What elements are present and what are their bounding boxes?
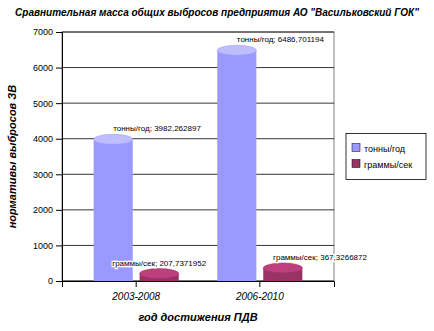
y-tick: 3000: [33, 170, 62, 180]
bar: [217, 50, 256, 281]
y-tick: 5000: [33, 99, 62, 109]
data-label: граммы/сек; 367,3266872: [273, 253, 367, 262]
y-tick-mark: [56, 210, 62, 211]
y-tick-label: 7000: [33, 27, 53, 37]
y-tick: 2000: [33, 205, 62, 215]
grid-line: [62, 103, 334, 104]
y-tick-mark: [56, 245, 62, 246]
y-tick-mark: [56, 32, 62, 33]
y-axis: 0 1000 2000 3000 4000 5000 6000 7000: [33, 27, 63, 286]
legend-swatch: [352, 160, 360, 168]
title: Сравнительная масса общих выбросов предп…: [15, 7, 419, 18]
x-axis: 2003-2008 2006-2010: [63, 281, 335, 302]
grid-line: [62, 67, 334, 68]
data-label: тонны/год; 3982,262897: [113, 124, 201, 133]
bars: [94, 45, 303, 281]
chart: 010002000300040005000600070002003-200820…: [0, 0, 434, 331]
y-axis-title: нормативы выбросов ЗВ: [6, 85, 18, 229]
y-tick-mark: [56, 103, 62, 104]
legend-label: тонны/год: [364, 144, 406, 154]
legend-box: [346, 134, 426, 180]
x-tick: 2006-2010: [235, 281, 284, 302]
y-tick: 7000: [33, 27, 62, 37]
bar-top: [263, 263, 302, 273]
y-tick: 4000: [33, 134, 62, 144]
x-tick: 2003-2008: [111, 281, 160, 302]
legend-label: граммы/сек: [364, 160, 412, 170]
y-tick-label: 2000: [33, 205, 53, 215]
x-tick-mark: [136, 281, 137, 287]
bar-top: [140, 269, 179, 279]
y-tick-label: 1000: [33, 241, 53, 251]
x-tick-label: 2006-2010: [235, 291, 284, 302]
data-label: граммы/сек; 207,7371952: [112, 259, 206, 268]
grid-line: [62, 32, 334, 33]
y-tick-label: 3000: [33, 170, 53, 180]
y-tick-mark: [56, 68, 62, 69]
bar-top: [94, 134, 133, 144]
y-tick-mark: [56, 139, 62, 140]
y-tick-mark: [56, 281, 62, 282]
y-tick-label: 4000: [33, 134, 53, 144]
y-tick-label: 6000: [33, 63, 53, 73]
legend-swatch: [352, 144, 360, 152]
y-tick-label: 5000: [33, 99, 53, 109]
y-tick: 0: [48, 276, 62, 286]
data-label: тонны/год; 6486,701194: [237, 35, 325, 44]
y-tick: 6000: [33, 63, 62, 73]
y-axis-line: [56, 33, 63, 282]
y-tick-mark: [56, 174, 62, 175]
x-tick-mark: [259, 281, 260, 287]
legend: тонны/год граммы/сек: [346, 134, 426, 180]
x-axis-title: год достижения ПДВ: [138, 311, 257, 323]
y-tick-label: 0: [48, 276, 53, 286]
bar-top: [217, 45, 256, 55]
x-tick-label: 2003-2008: [111, 291, 160, 302]
x-axis-line: [63, 282, 335, 288]
plot-frame: [62, 32, 334, 281]
data-labels: тонны/год; 3982,262897 тонны/год; 6486,70…: [112, 35, 367, 267]
y-tick: 1000: [33, 241, 62, 251]
grid: [62, 32, 334, 281]
